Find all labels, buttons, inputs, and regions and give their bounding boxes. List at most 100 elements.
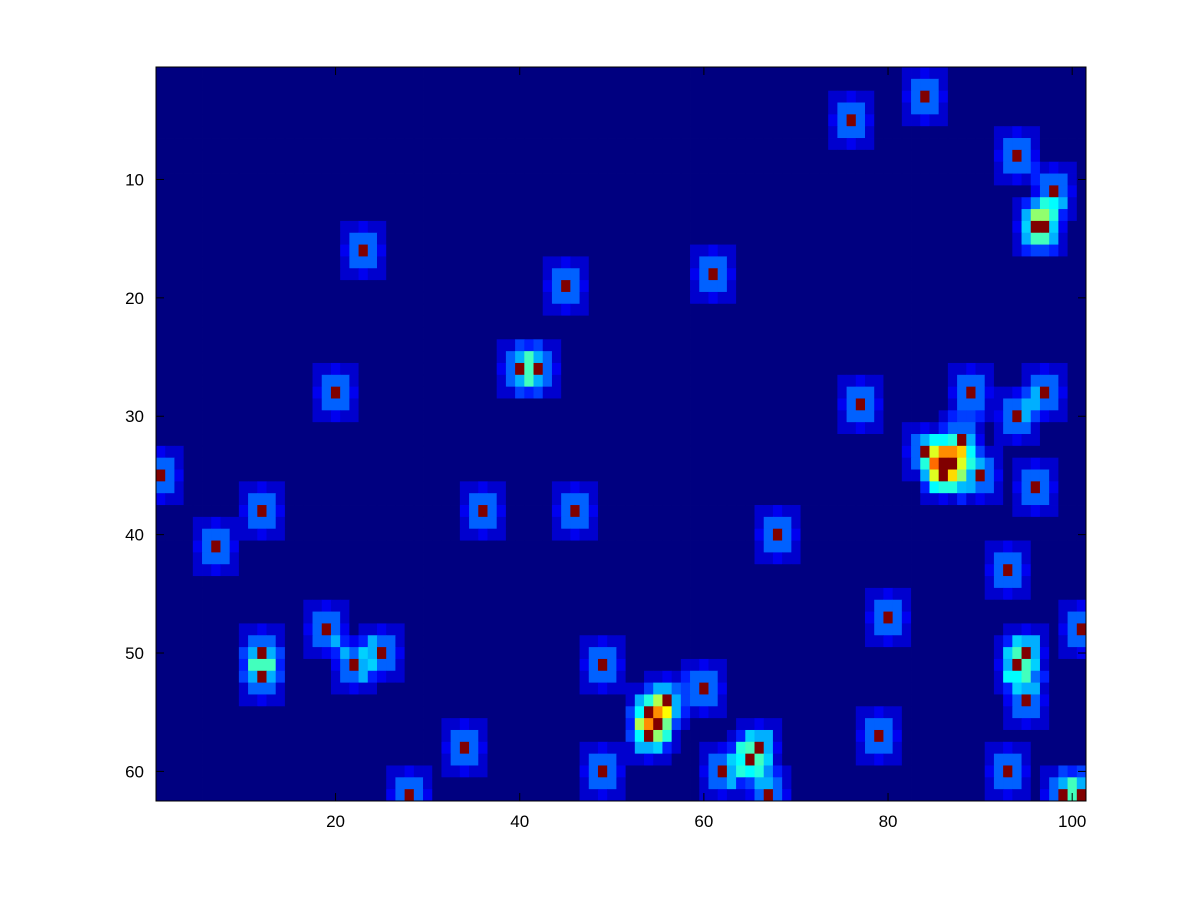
heatmap-cell	[248, 291, 258, 305]
heatmap-cell	[211, 576, 221, 589]
heatmap-cell	[772, 78, 783, 92]
heatmap-cell	[561, 505, 571, 518]
heatmap-cell	[883, 280, 894, 293]
heatmap-cell	[561, 434, 571, 447]
heatmap-cell	[763, 528, 774, 541]
heatmap-cell	[892, 564, 903, 577]
heatmap-cell	[901, 516, 912, 530]
heatmap-cell	[183, 623, 194, 636]
heatmap-cell	[745, 339, 755, 352]
heatmap-cell	[330, 516, 341, 530]
heatmap-cell	[487, 647, 498, 660]
heatmap-cell	[644, 552, 654, 565]
heatmap-cell	[496, 232, 507, 245]
heatmap-cell	[1021, 67, 1032, 80]
heatmap-cell	[1049, 422, 1059, 435]
heatmap-cell	[1067, 422, 1078, 435]
heatmap-peak-cell	[708, 268, 719, 281]
heatmap-cell	[533, 114, 544, 127]
heatmap-cell	[349, 209, 359, 222]
heatmap-cell	[238, 516, 249, 530]
heatmap-cell	[929, 78, 940, 92]
heatmap-cell	[579, 256, 590, 269]
heatmap-cell	[800, 457, 811, 470]
heatmap-cell	[524, 351, 534, 364]
heatmap-cell	[248, 635, 258, 648]
heatmap-cell	[303, 445, 313, 459]
heatmap-cell	[229, 422, 240, 435]
heatmap-cell	[763, 327, 774, 340]
heatmap-cell	[993, 138, 1004, 151]
heatmap-cell	[275, 315, 286, 328]
heatmap-cell	[257, 374, 267, 388]
heatmap-cell	[156, 161, 166, 174]
heatmap-cell	[551, 339, 562, 352]
heatmap-cell	[312, 528, 323, 541]
heatmap-cell	[478, 599, 488, 612]
heatmap-cell	[763, 469, 774, 482]
heatmap-cell	[551, 552, 562, 565]
heatmap-cell	[690, 434, 700, 447]
heatmap-cell	[634, 197, 645, 210]
heatmap-cell	[340, 493, 350, 506]
heatmap-cell	[450, 78, 461, 92]
heatmap-cell	[597, 374, 608, 388]
heatmap-cell	[1067, 599, 1078, 612]
heatmap-cell	[653, 374, 663, 388]
heatmap-cell	[699, 623, 709, 636]
heatmap-cell	[865, 327, 875, 340]
heatmap-cell	[450, 540, 461, 553]
heatmap-cell	[607, 386, 617, 399]
heatmap-cell	[1076, 102, 1087, 115]
heatmap-cell	[736, 67, 746, 80]
heatmap-cell	[367, 280, 378, 293]
heatmap-cell	[156, 516, 166, 530]
heatmap-cell	[432, 528, 442, 541]
heatmap-cell	[257, 149, 267, 163]
heatmap-cell	[294, 540, 304, 553]
heatmap-cell	[855, 374, 866, 388]
heatmap-cell	[828, 457, 838, 470]
heatmap-cell	[156, 552, 166, 565]
heatmap-cell	[588, 138, 599, 151]
heatmap-cell	[478, 410, 488, 423]
heatmap-cell	[524, 434, 534, 447]
heatmap-cell	[432, 268, 442, 281]
heatmap-cell	[809, 256, 820, 269]
heatmap-cell	[1067, 220, 1078, 234]
heatmap-cell	[634, 185, 645, 198]
heatmap-cell	[690, 351, 700, 364]
heatmap-cell	[772, 149, 783, 163]
heatmap-cell	[165, 244, 175, 257]
heatmap-cell	[597, 149, 608, 163]
heatmap-cell	[561, 232, 571, 245]
heatmap-cell	[597, 90, 608, 103]
heatmap-cell	[736, 587, 746, 601]
heatmap-cell	[828, 635, 838, 648]
heatmap-cell	[911, 197, 921, 210]
heatmap-cell	[275, 564, 286, 577]
heatmap-cell	[616, 90, 627, 103]
heatmap-cell	[505, 374, 516, 388]
heatmap-cell	[496, 67, 507, 80]
heatmap-cell	[478, 362, 488, 376]
heatmap-cell	[284, 149, 295, 163]
heatmap-cell	[680, 457, 691, 470]
heatmap-cell	[616, 327, 627, 340]
heatmap-cell	[763, 540, 774, 553]
heatmap-cell	[607, 457, 617, 470]
heatmap-cell	[257, 209, 267, 222]
heatmap-cell	[745, 564, 755, 577]
heatmap-cell	[192, 552, 203, 565]
heatmap-cell	[653, 197, 663, 210]
heatmap-cell	[616, 611, 627, 624]
heatmap-cell	[275, 445, 286, 459]
heatmap-cell	[1058, 126, 1068, 139]
heatmap-cell	[496, 303, 507, 317]
heatmap-cell	[524, 209, 534, 222]
heatmap-cell	[708, 398, 719, 411]
heatmap-cell	[413, 126, 424, 139]
heatmap-cell	[1067, 445, 1078, 459]
heatmap-cell	[174, 173, 185, 186]
heatmap-cell	[901, 457, 912, 470]
